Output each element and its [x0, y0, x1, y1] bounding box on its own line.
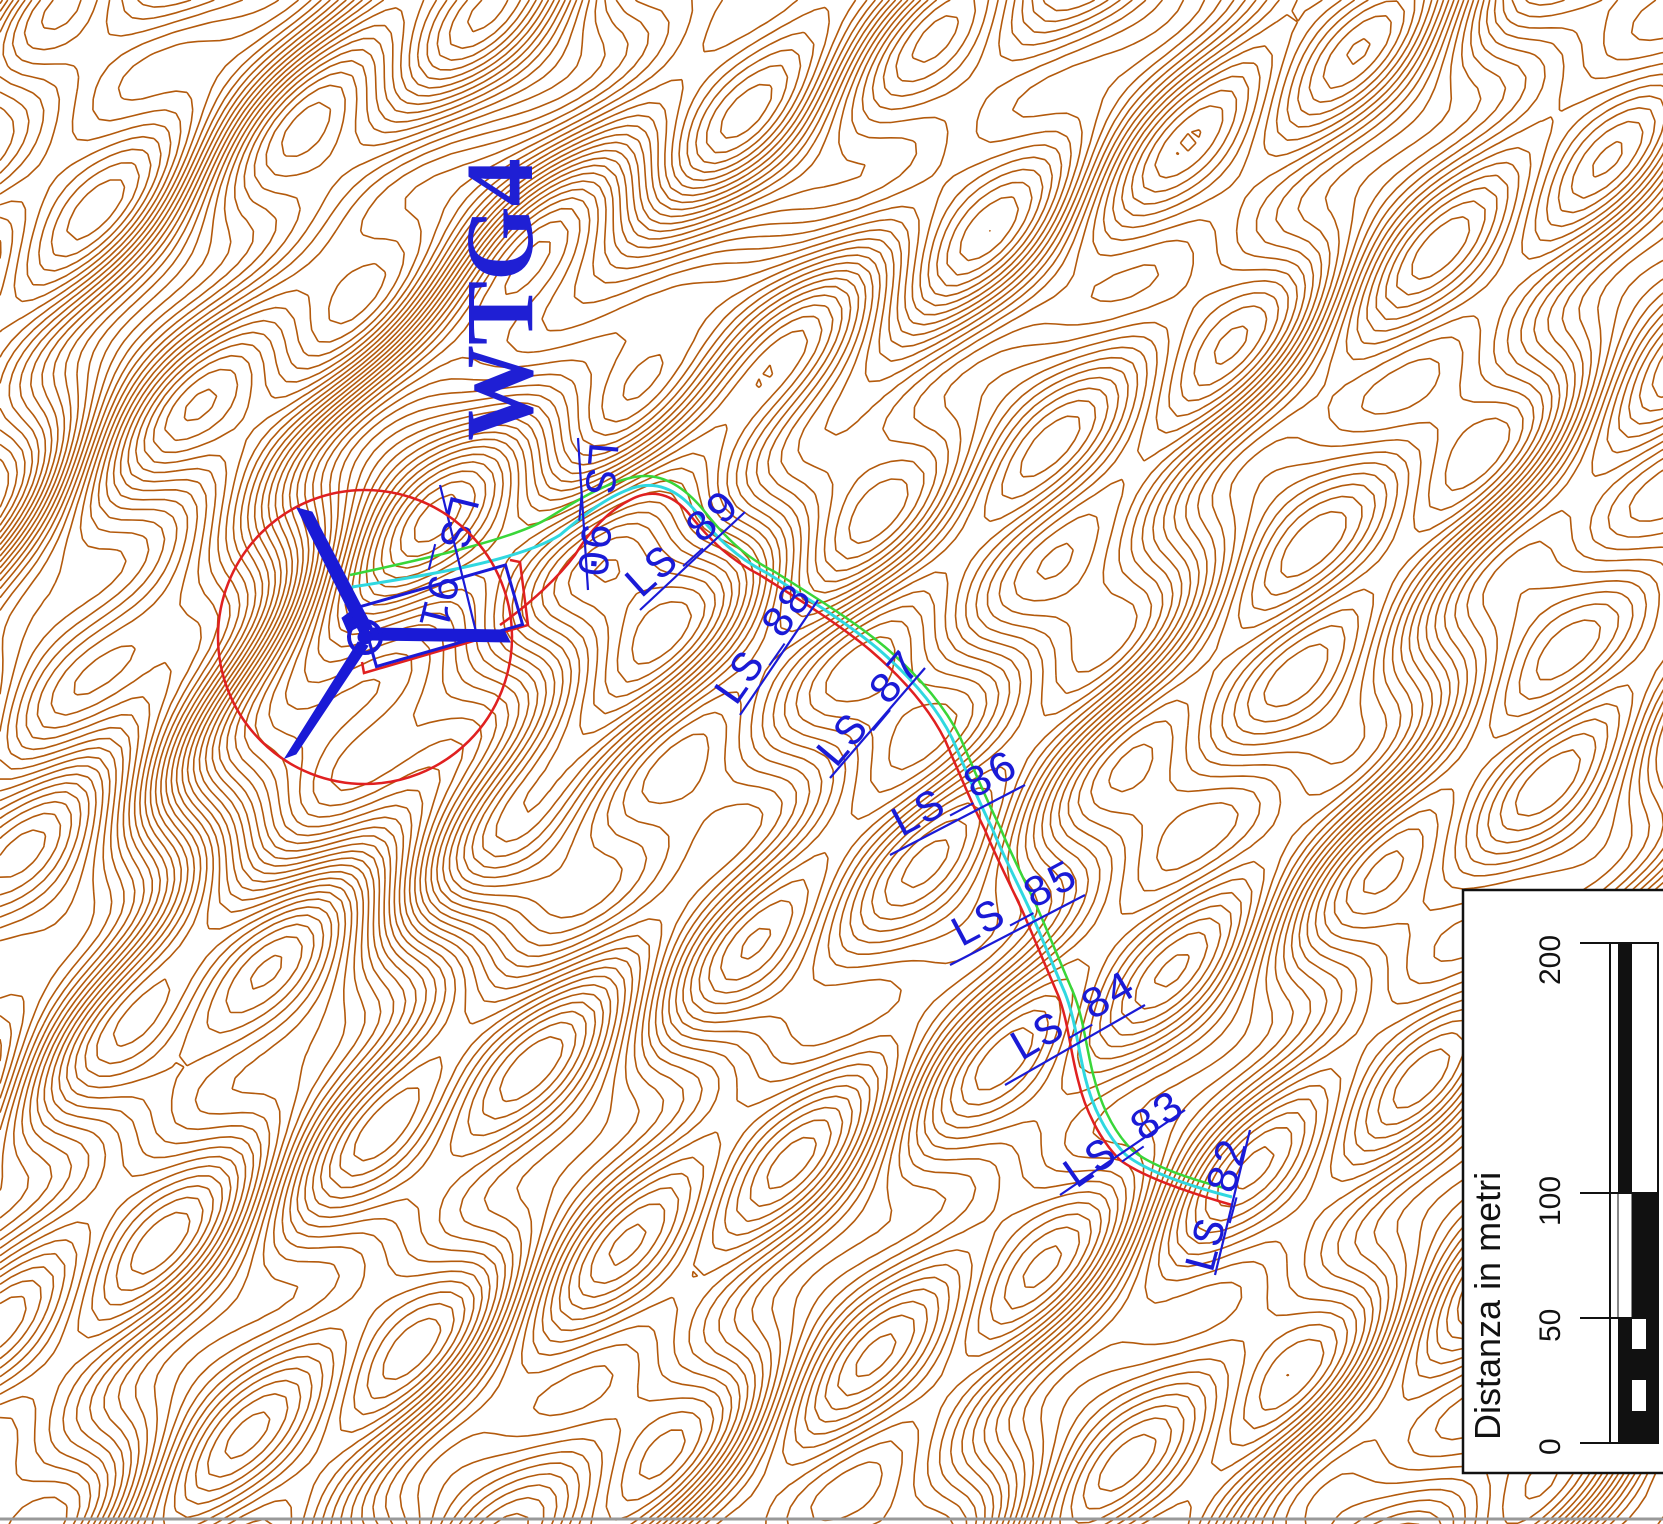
section-label-83: LS_83	[1054, 1082, 1195, 1202]
section-line-90	[576, 437, 590, 591]
turbine-wtg4	[216, 488, 530, 786]
rotor-swept-area-circle	[216, 488, 514, 786]
scale-tick-0: 0	[1534, 1438, 1567, 1455]
section-line-85	[949, 894, 1086, 966]
scale-tick-100: 100	[1534, 1176, 1567, 1226]
scale-bar-ruler	[1580, 942, 1659, 1444]
road-edge-green	[349, 474, 1233, 1192]
section-line-84	[1004, 1004, 1146, 1086]
scale-tick-50: 50	[1534, 1309, 1567, 1342]
platform-outline-red	[360, 558, 530, 675]
access-road	[349, 474, 1233, 1207]
scale-bar-box: Distanza in metri 0 50 100 200	[1461, 888, 1663, 1475]
section-line-87	[829, 667, 926, 779]
section-line-82	[1213, 1129, 1252, 1276]
section-line-89	[639, 511, 746, 611]
section-label-90: LS_90	[564, 439, 626, 580]
section-line-88	[739, 599, 819, 716]
wind-turbine-icon	[283, 507, 511, 759]
section-line-83	[1059, 1109, 1186, 1196]
road-edge-red	[499, 492, 1233, 1207]
road-axis-cyan	[351, 483, 1233, 1199]
scale-bar-label: Distanza in metri	[1467, 1172, 1508, 1440]
section-line-91	[438, 484, 480, 641]
section-line-86	[889, 784, 1026, 856]
turbine-title: WTG4	[446, 158, 553, 441]
scale-tick-200: 200	[1534, 935, 1567, 985]
